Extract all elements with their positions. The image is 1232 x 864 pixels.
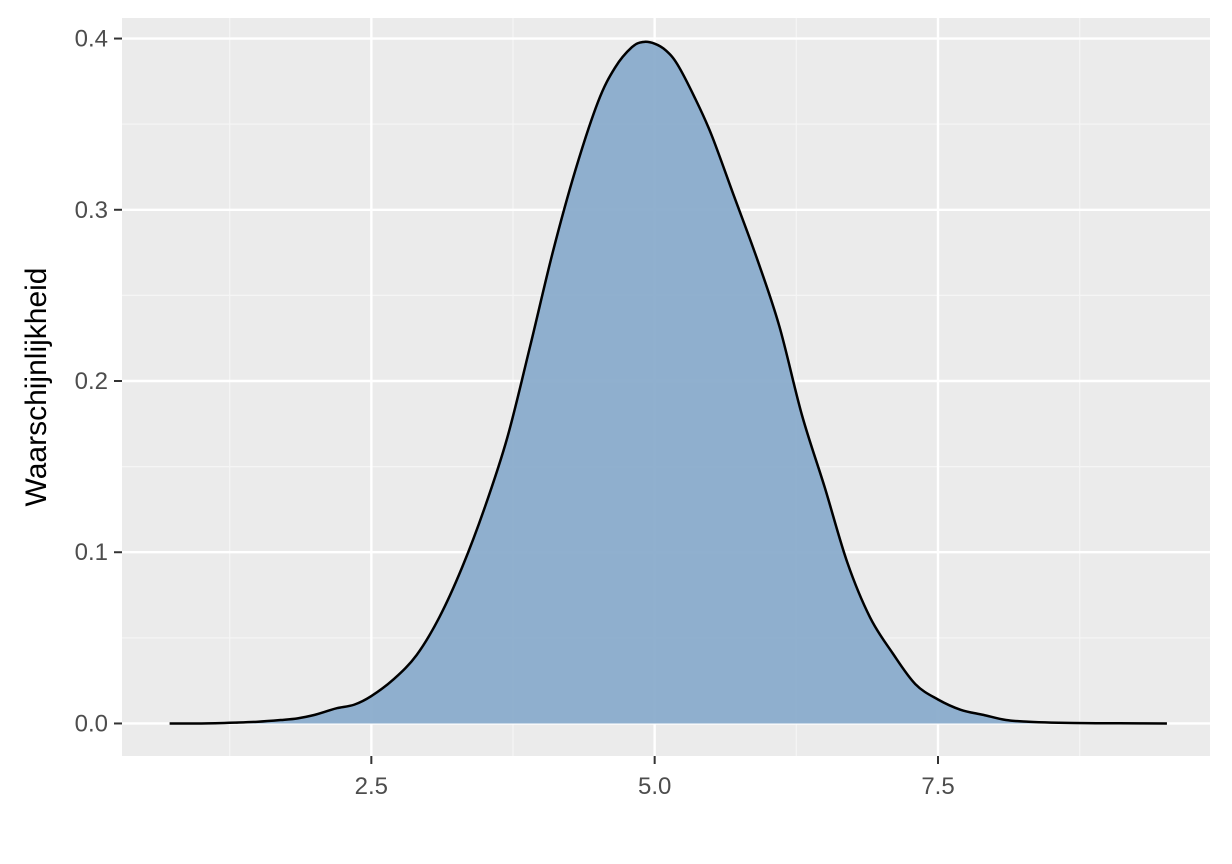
y-tick-label-2: 0.2 (75, 368, 108, 395)
density-line (169, 40, 1167, 725)
y-tick-label-0: 0.0 (75, 710, 108, 737)
x-tick-label-0: 2.5 (355, 773, 388, 800)
x-tick-label-1: 5.0 (638, 773, 671, 800)
x-axis: 2.5 5.0 7.5 (355, 756, 955, 800)
y-tick-label-3: 0.3 (75, 197, 108, 224)
x-tick-label-2: 7.5 (921, 773, 954, 800)
density-area (169, 41, 1167, 724)
y-tick-label-1: 0.1 (75, 539, 108, 566)
y-tick-label-4: 0.4 (75, 26, 108, 53)
y-axis-title: Waarschijnlijkheid (20, 268, 53, 507)
y-axis: 0.0 0.1 0.2 0.3 0.4 (75, 26, 122, 737)
